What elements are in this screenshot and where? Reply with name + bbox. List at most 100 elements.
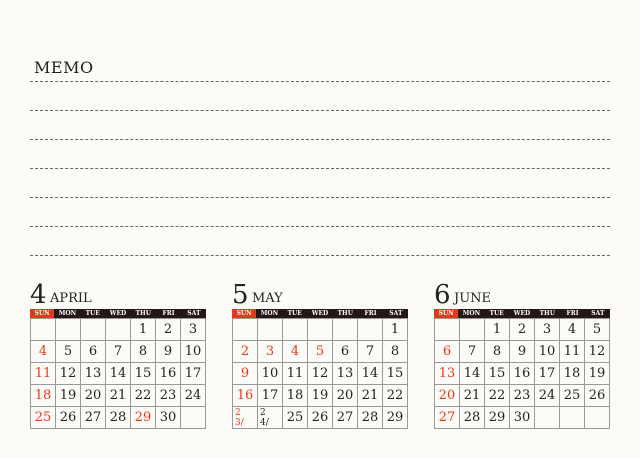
- day-cell: 26: [585, 385, 610, 407]
- weekday-label: MON: [459, 309, 484, 318]
- day-cell: 15: [131, 363, 156, 385]
- day-cell: 15: [383, 363, 408, 385]
- day-cell: 29: [485, 407, 510, 429]
- day-cell: [460, 319, 485, 341]
- day-cell: 2: [233, 341, 258, 363]
- day-cell: 7: [106, 341, 131, 363]
- day-cell: 23: [156, 385, 181, 407]
- weekday-label: FRI: [358, 309, 383, 318]
- day-cell: 13: [435, 363, 460, 385]
- day-cell: 3: [535, 319, 560, 341]
- day-cell: 22: [383, 385, 408, 407]
- day-cell: 6: [333, 341, 358, 363]
- day-cell: 5: [585, 319, 610, 341]
- day-cell: 6: [81, 341, 106, 363]
- weekday-label: THU: [131, 309, 156, 318]
- weekday-label: SUN: [232, 309, 257, 318]
- day-cell: [308, 319, 333, 341]
- day-cell: 19: [308, 385, 333, 407]
- day-cell: 30: [510, 407, 535, 429]
- month-number: 4: [30, 280, 47, 310]
- weekday-label: WED: [509, 309, 535, 318]
- day-cell: 28: [106, 407, 131, 429]
- weekday-label: WED: [105, 309, 131, 318]
- day-cell: 9: [233, 363, 258, 385]
- day-cell: 20: [81, 385, 106, 407]
- memo-line: [30, 226, 610, 227]
- day-cell: 14: [106, 363, 131, 385]
- day-cell: 12: [308, 363, 333, 385]
- combined-day-label: 23/30: [235, 408, 244, 428]
- month-header: 4 APRIL: [30, 282, 206, 309]
- day-cell: [81, 319, 106, 341]
- day-cell: [106, 319, 131, 341]
- month-header: 5 MAY: [232, 282, 408, 309]
- day-cell: 9: [510, 341, 535, 363]
- day-cell: 10: [258, 363, 283, 385]
- day-cell: 8: [383, 341, 408, 363]
- day-grid: 1 2 3 4 5 6 7 8 9 10 11 12 13 14 15 16 17 18 19 20 21 22 23 24 2…: [434, 318, 610, 429]
- day-cell: 15: [485, 363, 510, 385]
- day-cell: 1: [131, 319, 156, 341]
- day-cell: 16: [233, 385, 258, 407]
- weekday-label: MON: [257, 309, 282, 318]
- day-cell: [31, 319, 56, 341]
- day-cell: 14: [358, 363, 383, 385]
- day-cell: 22: [485, 385, 510, 407]
- month-name: MAY: [252, 291, 283, 306]
- day-cell: 8: [131, 341, 156, 363]
- memo-line: [30, 255, 610, 256]
- day-cell: [358, 319, 383, 341]
- memo-title: MEMO: [34, 58, 94, 77]
- day-cell: 25: [31, 407, 56, 429]
- day-cell: 11: [560, 341, 585, 363]
- day-cell: 25: [560, 385, 585, 407]
- month-number: 5: [232, 280, 249, 310]
- day-cell: 8: [485, 341, 510, 363]
- weekday-label: THU: [333, 309, 358, 318]
- day-cell: 28: [460, 407, 485, 429]
- day-cell: 4: [283, 341, 308, 363]
- day-grid: 1234567891011121314151617181920212223/30…: [232, 318, 408, 429]
- day-cell: 16: [510, 363, 535, 385]
- day-cell: 13: [333, 363, 358, 385]
- day-cell: 27: [333, 407, 358, 429]
- day-cell: [233, 319, 258, 341]
- day-cell: 20: [333, 385, 358, 407]
- day-cell: [181, 407, 206, 429]
- day-cell: 23: [510, 385, 535, 407]
- day-cell: 21: [358, 385, 383, 407]
- day-cell: 10: [181, 341, 206, 363]
- day-cell: 23/30: [233, 407, 258, 429]
- month-name: APRIL: [50, 291, 92, 306]
- day-cell: 17: [535, 363, 560, 385]
- day-cell: 6: [435, 341, 460, 363]
- memo-line: [30, 197, 610, 198]
- day-cell: 11: [31, 363, 56, 385]
- month-calendar-june: 6 JUNE SUN MON TUE WED THU FRI SAT 1 2 3 4 5 6 7 8 9 10 11 1…: [434, 282, 610, 429]
- month-name: JUNE: [454, 291, 492, 306]
- memo-line: [30, 81, 610, 82]
- day-cell: 5: [56, 341, 81, 363]
- day-cell: 17: [181, 363, 206, 385]
- day-cell: 12: [585, 341, 610, 363]
- day-cell: [535, 407, 560, 429]
- weekday-label: SAT: [585, 309, 610, 318]
- weekday-label: SUN: [30, 309, 55, 318]
- day-cell: 19: [585, 363, 610, 385]
- day-cell: 13: [81, 363, 106, 385]
- day-cell: 26: [308, 407, 333, 429]
- memo-line: [30, 110, 610, 111]
- day-cell: [333, 319, 358, 341]
- day-cell: 21: [106, 385, 131, 407]
- day-cell: 7: [460, 341, 485, 363]
- day-cell: 19: [56, 385, 81, 407]
- day-cell: 16: [156, 363, 181, 385]
- day-cell: 2: [156, 319, 181, 341]
- day-cell: 18: [283, 385, 308, 407]
- day-cell: 11: [283, 363, 308, 385]
- day-cell: 1: [383, 319, 408, 341]
- day-cell: 2: [510, 319, 535, 341]
- weekday-label: TUE: [484, 309, 509, 318]
- day-cell: 26: [56, 407, 81, 429]
